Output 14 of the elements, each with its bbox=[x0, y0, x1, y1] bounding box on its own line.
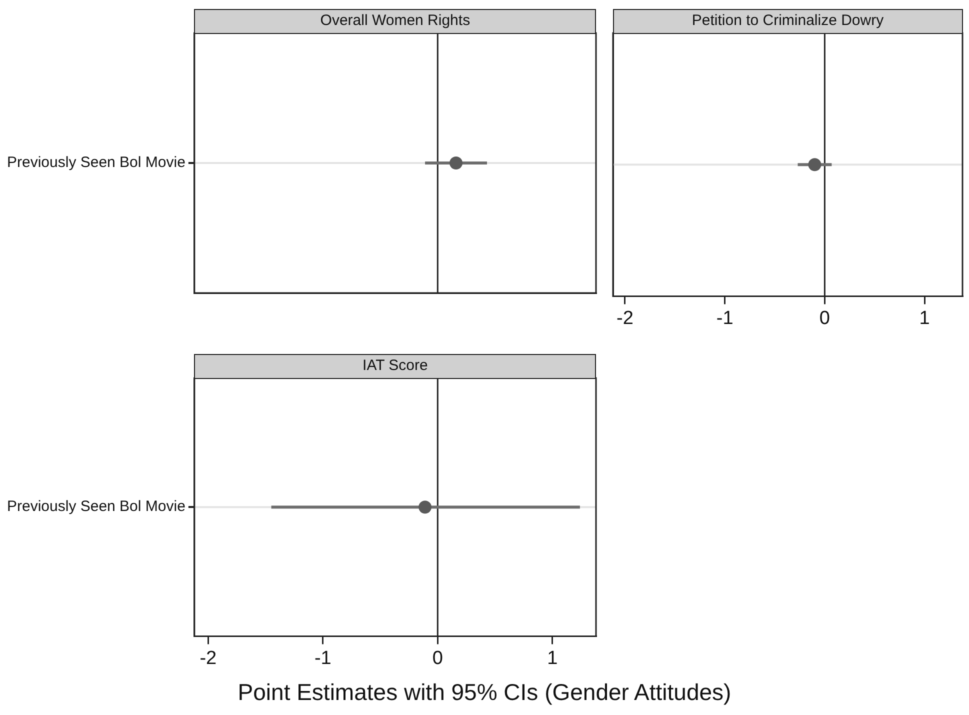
y-tick-label: Previously Seen Bol Movie bbox=[6, 154, 186, 172]
x-tick-label: -2 bbox=[616, 308, 634, 329]
x-tick-label: 0 bbox=[432, 648, 443, 669]
y-tick-label: Previously Seen Bol Movie bbox=[6, 498, 186, 516]
chart-title: Overall Women Rights bbox=[194, 9, 596, 34]
x-tick-label: -1 bbox=[314, 648, 332, 669]
x-tick-label: 1 bbox=[919, 308, 930, 329]
x-tick-label: 0 bbox=[819, 308, 830, 329]
chart-title: IAT Score bbox=[194, 354, 596, 379]
x-tick-label: -2 bbox=[200, 648, 217, 669]
x-tick-label: -1 bbox=[716, 308, 734, 329]
x-tick-label: 1 bbox=[547, 648, 558, 669]
chart-title: Petition to Criminalize Dowry bbox=[613, 9, 962, 34]
x-axis-title: Point Estimates with 95% CIs (Gender Attitudes) bbox=[236, 679, 732, 706]
